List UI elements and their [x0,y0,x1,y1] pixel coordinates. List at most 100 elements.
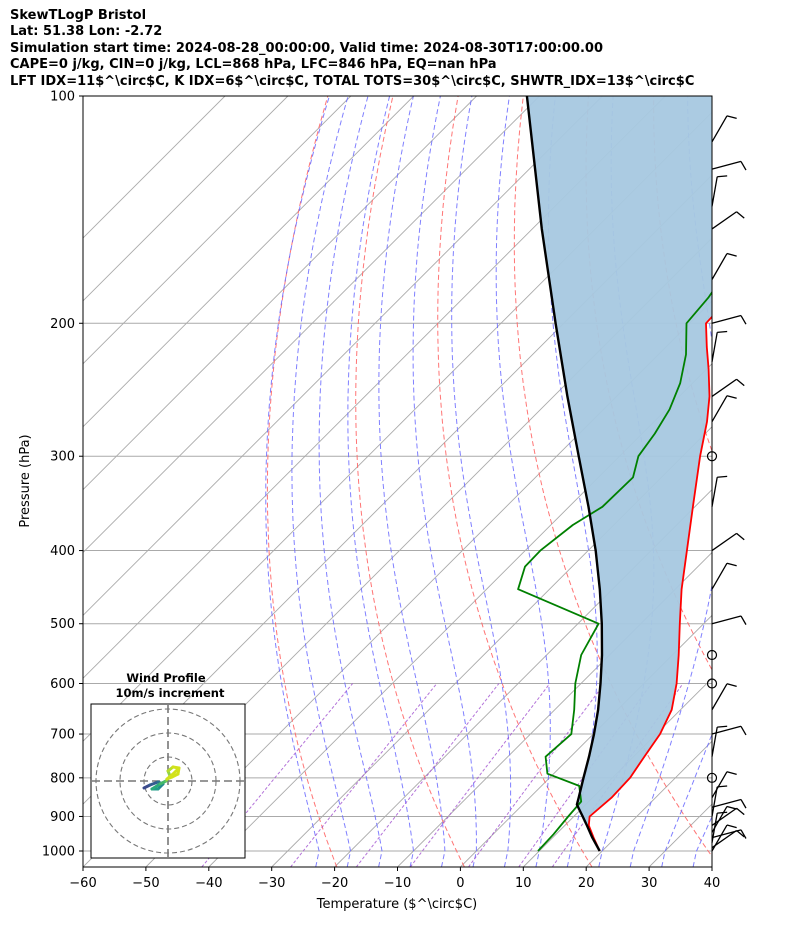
y-tick-label: 800 [50,771,75,786]
barb-staff [711,477,718,507]
moist-adiabat [495,96,551,867]
wind-barb [711,532,745,552]
wind-barb [706,678,718,689]
moist-adiabat [265,96,330,867]
chart-title-block: SkewTLogP Bristol Lat: 51.38 Lon: -2.72 … [10,8,790,90]
moist-adiabat [725,96,794,867]
hodograph-title: Wind Profile [126,671,206,685]
index-line: LFT IDX=11$^\circ$C, K IDX=6$^\circ$C, T… [10,73,695,89]
y-tick-label: 300 [50,450,75,465]
isotherm [271,426,712,867]
barb-flag [740,615,747,625]
calm-circle [706,451,718,462]
isotherm [83,96,477,491]
barb-flag [736,378,745,387]
wind-barb [711,683,737,711]
barb-staff [711,395,728,423]
y-tick-label: 500 [50,617,75,632]
barb-staff [711,176,718,207]
moist-adiabat [378,96,446,867]
barb-staff [711,807,737,826]
barb-staff [711,211,737,230]
dry-adiabat [266,96,338,867]
dry-adiabat [784,96,794,867]
barb-staff [711,829,742,839]
x-tick-label: −50 [132,876,159,891]
barb-staff [711,786,718,817]
barb-flag [726,252,737,257]
hodograph-trace-segment [171,768,179,776]
location-line: Lat: 51.38 Lon: -2.72 [10,24,163,40]
cape-line: CAPE=0 j/kg, CIN=0 j/kg, LCL=868 hPa, LF… [10,57,497,73]
wind-barb [711,314,747,325]
isotherm [397,551,712,867]
chart-title: SkewTLogP Bristol [10,8,147,23]
mixing-ratio-line [518,683,653,867]
wind-barb [711,562,737,590]
y-tick-label: 400 [50,544,75,559]
parcel-line [525,96,604,852]
moist-adiabat [661,732,712,867]
barb-flag [736,211,745,219]
barb-flag [736,830,745,838]
y-tick-label: 100 [50,90,75,105]
barb-flag [717,475,728,478]
barb-flag [717,330,728,334]
dry-adiabat [719,96,794,867]
barb-flag [717,811,728,814]
y-axis-label: Pressure (hPa) [18,434,33,527]
barb-staff [711,798,742,808]
moist-adiabat [318,96,383,867]
isotherm [145,300,712,867]
isotherm [83,96,226,239]
y-axis-ticks: 100 200 300 400 500 600 700 800 900 1000 [42,90,83,860]
isotherm [83,96,352,365]
wind-barb [706,772,718,783]
wind-barb [706,451,718,462]
x-tick-label: −60 [69,876,96,891]
barb-staff [711,562,728,590]
dry-adiabat [355,96,465,867]
barb-flag [740,161,747,171]
x-tick-label: 40 [704,876,721,891]
x-tick-label: −40 [195,876,222,891]
calm-circle [706,772,718,783]
mixing-ratio-line [355,683,500,867]
x-tick-label: 0 [456,876,464,891]
x-tick-label: −10 [384,876,411,891]
wind-barb [711,160,747,171]
wind-barb [711,115,737,143]
wind-barb [711,771,737,799]
wind-barb [711,798,747,809]
wind-barbs [706,115,747,852]
y-tick-label: 900 [50,810,75,825]
wind-barb [711,725,728,757]
wind-barb [711,475,728,507]
isotherm [775,96,794,867]
isotherm [83,96,540,554]
barb-flag [726,824,737,829]
isotherm [460,614,712,867]
x-tick-label: −20 [321,876,348,891]
y-tick-label: 200 [50,317,75,332]
barb-staff [711,253,728,280]
time-line: Simulation start time: 2024-08-28_00:00:… [10,40,603,56]
x-tick-label: 20 [578,876,595,891]
moist-adiabat [347,96,415,867]
wind-barb [711,175,728,207]
cape-fill-area [526,96,712,851]
barb-flag [740,799,747,809]
y-tick-label: 600 [50,677,75,692]
hodograph-plot [92,705,244,857]
mixing-ratio-line [290,683,438,867]
wind-barb [711,395,737,423]
barb-staff [711,160,742,170]
barb-staff [711,727,718,757]
y-tick-label: 700 [50,728,75,743]
isotherm [83,96,415,428]
moist-adiabat [548,96,598,867]
hodograph-trace-segment [150,782,162,791]
barb-flag [717,175,728,178]
moist-adiabat [629,96,712,867]
x-axis-label: Temperature ($^\circ$C) [316,897,477,912]
